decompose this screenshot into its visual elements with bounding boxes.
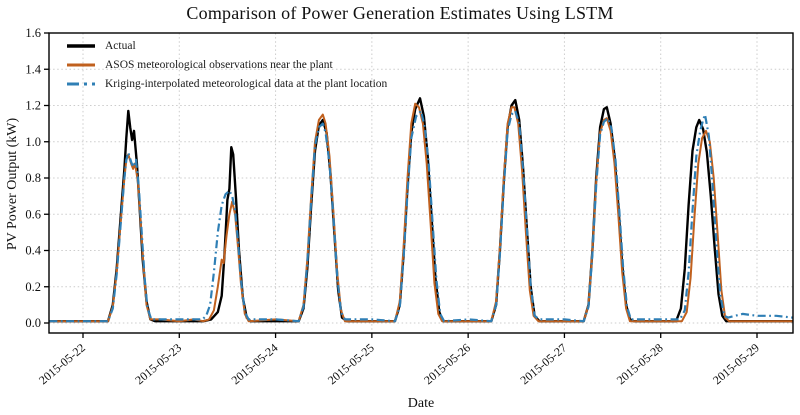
legend-swatch-asos (67, 63, 95, 66)
x-tick-label: 2015-05-29 (710, 341, 762, 388)
y-tick-label: 0.0 (25, 316, 41, 330)
x-axis-label: Date (407, 396, 435, 411)
y-tick-label: 1.6 (25, 26, 41, 40)
x-tick-label: 2015-05-24 (229, 341, 281, 388)
x-tick-label: 2015-05-22 (36, 341, 88, 388)
y-tick-label: 0.2 (25, 280, 41, 294)
legend: Actual ASOS meteorological observations n… (66, 39, 387, 90)
x-tick-label: 2015-05-26 (421, 341, 473, 388)
series-line-asos (49, 102, 793, 323)
y-tick-label: 0.8 (25, 171, 41, 185)
y-tick-label: 1.4 (25, 62, 41, 76)
y-tick-label: 0.6 (25, 207, 41, 221)
x-tick-label: 2015-05-23 (132, 341, 184, 388)
legend-item-asos: ASOS meteorological observations near th… (66, 58, 387, 71)
x-tick-label: 2015-05-27 (517, 341, 569, 388)
legend-item-kriging: Kriging-interpolated meteorological data… (66, 77, 387, 90)
plot-frame (48, 32, 794, 334)
chart-title: Comparison of Power Generation Estimates… (186, 3, 614, 23)
y-tick-label: 1.0 (25, 135, 41, 149)
y-tick-label: 0.4 (25, 244, 41, 258)
legend-label-actual: Actual (105, 39, 136, 52)
legend-item-actual: Actual (66, 39, 387, 52)
legend-swatch-kriging (67, 82, 95, 85)
x-tick-label: 2015-05-25 (325, 341, 377, 388)
legend-label-kriging: Kriging-interpolated meteorological data… (105, 77, 388, 90)
series-line-kriging (49, 109, 793, 323)
legend-label-asos: ASOS meteorological observations near th… (105, 58, 333, 71)
series-line-actual (49, 97, 793, 323)
y-tick-label: 1.2 (25, 99, 41, 113)
legend-swatch-actual (67, 43, 95, 48)
x-tick-label: 2015-05-28 (614, 341, 666, 388)
